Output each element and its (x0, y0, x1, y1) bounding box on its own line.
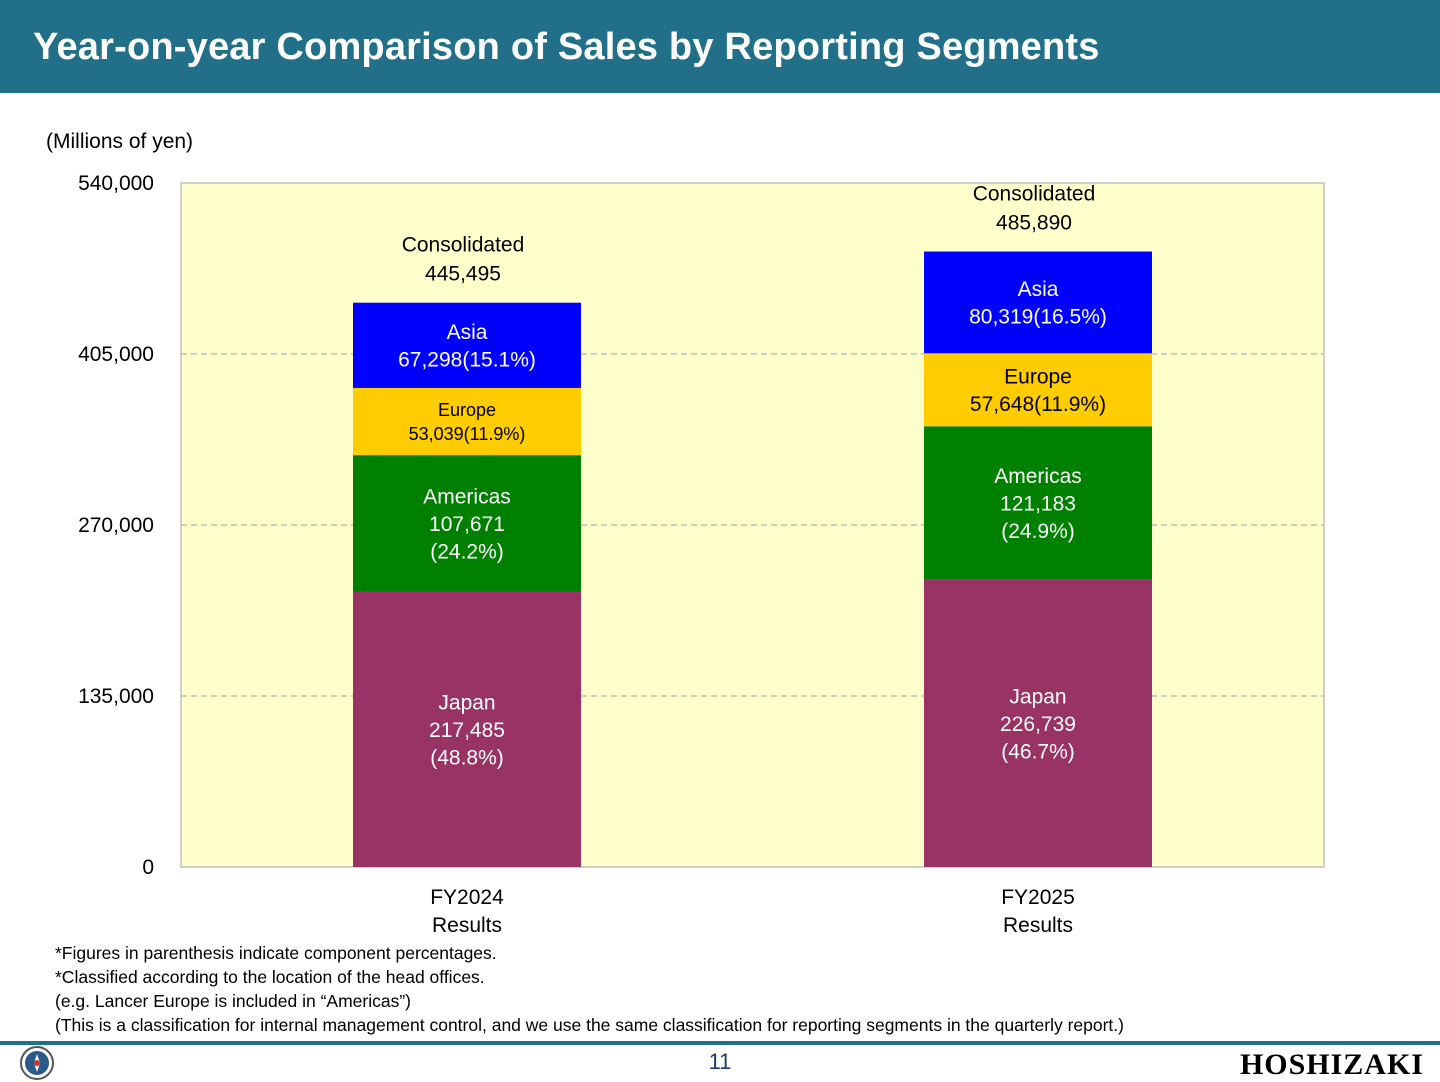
data-label-asia: 67,298(15.1%) (398, 349, 536, 372)
data-label-americas: Americas (423, 485, 511, 508)
data-label-japan: Japan (1009, 685, 1066, 708)
footnote-4: (This is a classification for internal m… (55, 1015, 1124, 1035)
bar-americas-0 (353, 455, 581, 592)
y-tick-label: 135,000 (78, 685, 154, 708)
footnotes: *Figures in parenthesis indicate compone… (55, 941, 1124, 1037)
total-label: Consolidated (973, 183, 1096, 206)
data-label-japan: 217,485 (429, 719, 505, 742)
company-logo: HOSHIZAKI (1239, 1048, 1424, 1081)
page-title: Year-on-year Comparison of Sales by Repo… (33, 26, 1100, 68)
x-tick-label: FY2024 (430, 886, 504, 909)
data-label-americas: 107,671 (429, 513, 505, 536)
x-tick-label: Results (1003, 914, 1073, 937)
bar-europe-1 (924, 353, 1152, 427)
data-label-americas: (24.2%) (430, 540, 504, 563)
bar-americas-1 (924, 426, 1152, 580)
data-label-asia: 80,319(16.5%) (969, 306, 1107, 329)
total-value: 485,890 (996, 212, 1072, 235)
y-tick-label: 0 (142, 856, 154, 879)
data-label-asia: Asia (1018, 278, 1059, 301)
data-label-europe: Europe (1004, 366, 1072, 389)
bar-japan-1 (924, 579, 1152, 867)
y-tick-label: 270,000 (78, 514, 154, 537)
total-value: 445,495 (425, 263, 501, 286)
data-label-europe: Europe (438, 400, 496, 420)
emblem-icon (20, 1046, 54, 1080)
bar-asia-0 (353, 302, 581, 388)
x-tick-label: Results (432, 914, 502, 937)
data-label-europe: 53,039(11.9%) (409, 424, 526, 444)
bar-asia-1 (924, 251, 1152, 354)
data-label-asia: Asia (447, 321, 488, 344)
data-label-japan: (48.8%) (430, 746, 504, 769)
data-label-americas: Americas (994, 465, 1082, 488)
y-tick-label: 540,000 (78, 172, 154, 195)
data-label-japan: (46.7%) (1001, 740, 1075, 763)
data-label-americas: (24.9%) (1001, 520, 1075, 543)
stacked-bar-chart: 0 135,000 270,000 405,000 540,000 Japan 217,48… (78, 172, 1325, 937)
footnote-2: *Classified according to the location of… (55, 967, 485, 987)
slide-header: Year-on-year Comparison of Sales by Repo… (0, 0, 1440, 93)
y-tick-label: 405,000 (78, 343, 154, 366)
bar-europe-0 (353, 387, 581, 456)
data-label-americas: 121,183 (1000, 493, 1076, 516)
x-tick-label: FY2025 (1001, 886, 1075, 909)
footnote-1: *Figures in parenthesis indicate compone… (55, 943, 497, 963)
data-label-japan: 226,739 (1000, 713, 1076, 736)
total-label: Consolidated (402, 234, 525, 257)
footnote-3: (e.g. Lancer Europe is included in “Amer… (55, 991, 411, 1011)
data-label-japan: Japan (438, 691, 495, 714)
unit-label: (Millions of yen) (46, 130, 194, 153)
page-number: 11 (708, 1049, 732, 1074)
bar-japan-0 (353, 591, 581, 867)
data-label-europe: 57,648(11.9%) (970, 393, 1106, 416)
footer-divider (0, 1041, 1440, 1045)
